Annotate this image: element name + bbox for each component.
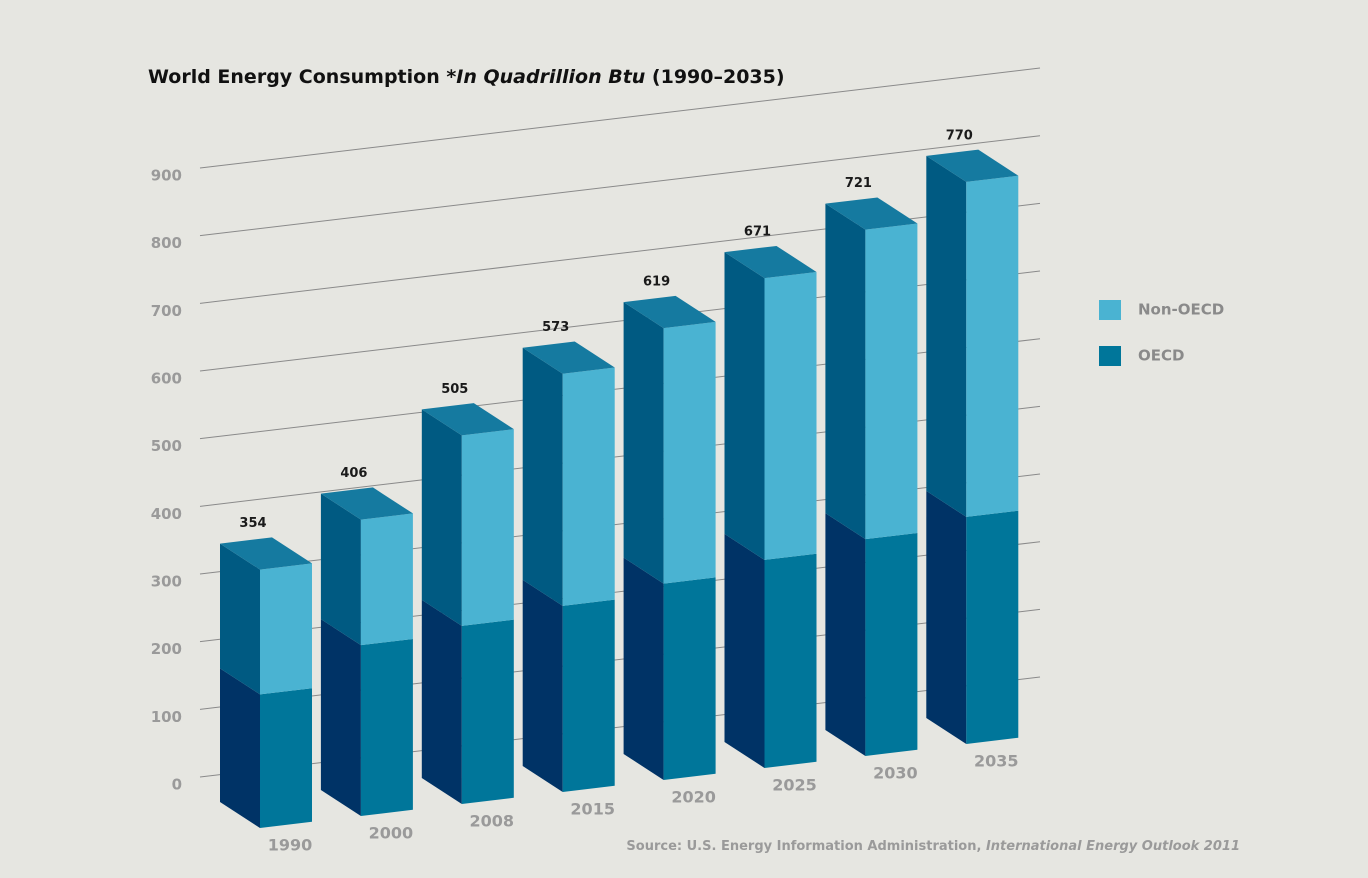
bar-side [320,493,361,646]
bar-side [522,347,563,606]
total-label: 770 [946,128,973,143]
total-label: 505 [441,382,468,397]
bar-top [926,149,1019,182]
bar-segment [825,203,918,540]
bar-top [320,487,413,520]
y-tick-label: 600 [151,370,182,388]
title-lead: World Energy Consumption * [148,66,456,88]
bar-side [825,513,866,756]
x-tick-label: 2015 [570,799,615,818]
bar-front [260,563,312,695]
bar-side [220,543,260,695]
bar-top [825,197,918,230]
total-label: 354 [239,516,266,531]
bar-side [926,490,967,744]
y-tick-label: 700 [151,302,182,320]
bar-segment [724,252,817,560]
bar-front [663,321,716,584]
source-italic: International Energy Outlook 2011 [986,839,1240,854]
bar-front [360,638,413,816]
bar-side [220,668,260,828]
legend-label: Non-OECD [1138,301,1224,319]
y-tick-label: 900 [151,167,182,185]
legend-swatch [1099,300,1121,320]
legend-label: OECD [1138,347,1184,365]
bar-top [522,341,615,374]
chart-title: World Energy Consumption *In Quadrillion… [148,66,785,88]
grid-line [199,67,1041,169]
bar-segment [320,619,413,816]
bar-side [623,557,664,780]
x-tick-label: 2000 [369,823,414,842]
bar-segment [522,347,615,606]
bar-side [421,599,462,804]
bar-front [865,532,918,756]
total-label: 406 [340,466,367,481]
y-tick-label: 300 [151,573,182,591]
title-tail: (1990–2035) [645,66,784,88]
x-tick-label: 2008 [470,811,515,830]
title-italic: In Quadrillion Btu [456,66,645,88]
bar-side [926,155,967,517]
y-tick-label: 200 [151,640,182,658]
y-tick-label: 400 [151,505,182,523]
bar-front [260,688,312,828]
grid-line [199,135,1041,237]
source-lead: Source: U.S. Energy Information Administ… [626,839,986,854]
bar-front [966,510,1019,744]
bar-side [623,302,664,584]
bar-side [724,252,765,560]
bar-segment [825,513,918,756]
bar-segment [421,599,514,804]
bar-top [623,295,716,329]
bar-side [825,203,866,540]
bar-segment [926,155,1019,517]
bar-front [461,429,514,626]
bar-side [421,409,462,626]
bar-segment [724,533,817,768]
bar-segment [421,409,514,626]
bar-front [360,513,413,646]
bar-segment [220,668,312,828]
bar-side [724,533,765,768]
x-tick-label: 2025 [772,775,817,794]
bar-top [724,245,817,279]
bar-segment [522,579,615,792]
bar-front [663,577,716,780]
bar-segment [926,490,1019,744]
bar-front [764,271,817,560]
bar-segment [320,493,413,646]
bar-front [865,223,918,540]
total-label: 573 [542,320,569,335]
bar-side [320,619,361,816]
bar-front [966,175,1019,517]
bar-top [421,403,514,436]
legend-swatch [1099,346,1121,366]
bar-segment [623,302,716,584]
bar-front [461,619,514,804]
x-tick-label: 2020 [671,787,716,806]
bar-front [562,599,615,792]
source: Source: U.S. Energy Information Administ… [626,839,1240,854]
x-tick-label: 2030 [873,763,918,782]
bar-front [562,367,615,606]
bar-side [522,579,563,792]
total-label: 671 [744,225,771,240]
y-tick-label: 800 [151,234,182,252]
bar-segment [623,557,716,780]
x-tick-label: 1990 [268,836,313,855]
y-tick-label: 500 [151,437,182,455]
y-tick-label: 0 [172,776,182,794]
y-tick-label: 100 [151,708,182,726]
total-label: 619 [643,275,670,290]
total-label: 721 [845,176,872,191]
bar-segment [220,543,312,695]
bar-top [220,537,312,570]
x-tick-label: 2035 [974,751,1019,770]
bar-front [764,553,817,768]
